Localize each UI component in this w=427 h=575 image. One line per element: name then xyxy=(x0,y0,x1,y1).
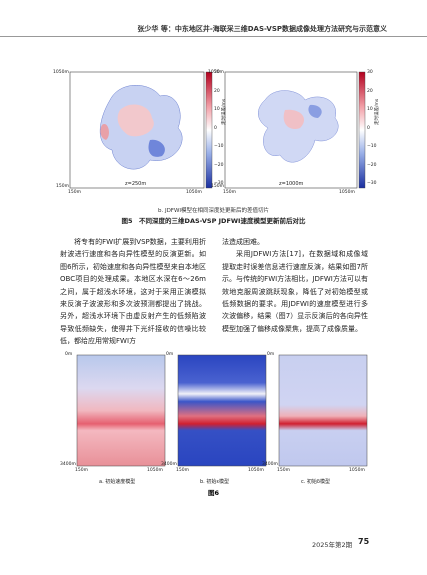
paragraph: 将专有的FWI扩展到VSP数据，主要利用折射波进行速度和各向异性模型的反演更新。… xyxy=(60,238,206,346)
depth-label: z=250m xyxy=(125,181,147,187)
colorbar-tick: 10 xyxy=(214,107,220,112)
axis-label: 1050m xyxy=(248,468,264,473)
axis-label: 150m xyxy=(223,190,236,195)
panel-caption: c. 初始δ模型 xyxy=(301,479,330,485)
colorbar-tick: −20 xyxy=(367,162,377,168)
paragraph: 法造成困难。 xyxy=(222,238,264,246)
colorbar-tick: 20 xyxy=(367,88,373,94)
footer-issue: 2025年第2期 xyxy=(312,541,353,549)
page-number: 75 xyxy=(358,537,370,546)
axis-label: 1050m xyxy=(186,190,202,195)
axis-label: 1050m xyxy=(349,468,365,473)
colorbar-tick: 0 xyxy=(214,125,217,131)
axis-label: 0m xyxy=(65,352,73,357)
axis-label: 1050m xyxy=(339,190,355,195)
depth-label: z=1000m xyxy=(279,181,304,187)
axis-label: 3400m xyxy=(161,462,177,467)
fig5-caption: 图5 不同深度的三维DAS-VSP JDFWI速度模型更新前后对比 xyxy=(121,217,306,225)
axis-label: 150m xyxy=(56,184,69,189)
fig6-panel-c xyxy=(278,354,368,467)
panel-caption: b. 初始ε模型 xyxy=(200,479,230,485)
colorbar-tick: 30 xyxy=(214,70,220,75)
header-title: 张少华 等：中东地区井-海联采三维DAS-VSP数据成像处理方法研究与示范意义 xyxy=(137,25,387,33)
colorbar-tick: −10 xyxy=(214,144,224,149)
fig6-panel-b xyxy=(177,354,267,467)
colorbar-tick: 0 xyxy=(367,125,370,131)
colorbar-tick: −20 xyxy=(214,162,224,168)
colorbar-label: 走时误差/ms xyxy=(222,98,227,125)
fig5-panel-a xyxy=(69,71,213,189)
axis-label: 150m xyxy=(75,468,88,473)
fig5-panel-b xyxy=(224,71,366,189)
axis-label: 150m xyxy=(211,184,224,189)
axis-label: 1050m xyxy=(53,70,69,75)
fig5-subcaption: b. JDFWI模型在相同深度处更新后的差值切片 xyxy=(157,208,270,214)
colorbar-tick: 10 xyxy=(367,107,373,112)
colorbar-tick: 20 xyxy=(214,88,220,94)
paragraph: 采用JDFWI方法[17]，在数据域和成像域提取走时误差信息进行速度反演，结果如… xyxy=(222,250,368,333)
axis-label: 150m xyxy=(277,468,290,473)
axis-label: 0m xyxy=(166,352,174,357)
axis-label: 150m xyxy=(176,468,189,473)
axis-label: 150m xyxy=(68,190,81,195)
axis-label: 1050m xyxy=(208,70,224,75)
colorbar-label: 走时误差/ms xyxy=(375,98,380,125)
colorbar-tick: −30 xyxy=(214,181,224,186)
colorbar-tick: 30 xyxy=(367,70,373,75)
axis-label: 1050m xyxy=(147,468,163,473)
colorbar-tick: −30 xyxy=(367,181,377,186)
colorbar-tick: −10 xyxy=(367,144,377,149)
fig6-panel-a xyxy=(76,354,166,467)
fig6-caption: 图6 xyxy=(207,489,220,497)
axis-label: 3400m xyxy=(60,462,76,467)
header-rule xyxy=(0,36,427,37)
panel-caption: a. 初始速度模型 xyxy=(99,479,136,485)
axis-label: 0m xyxy=(267,352,275,357)
axis-label: 3400m xyxy=(262,462,278,467)
